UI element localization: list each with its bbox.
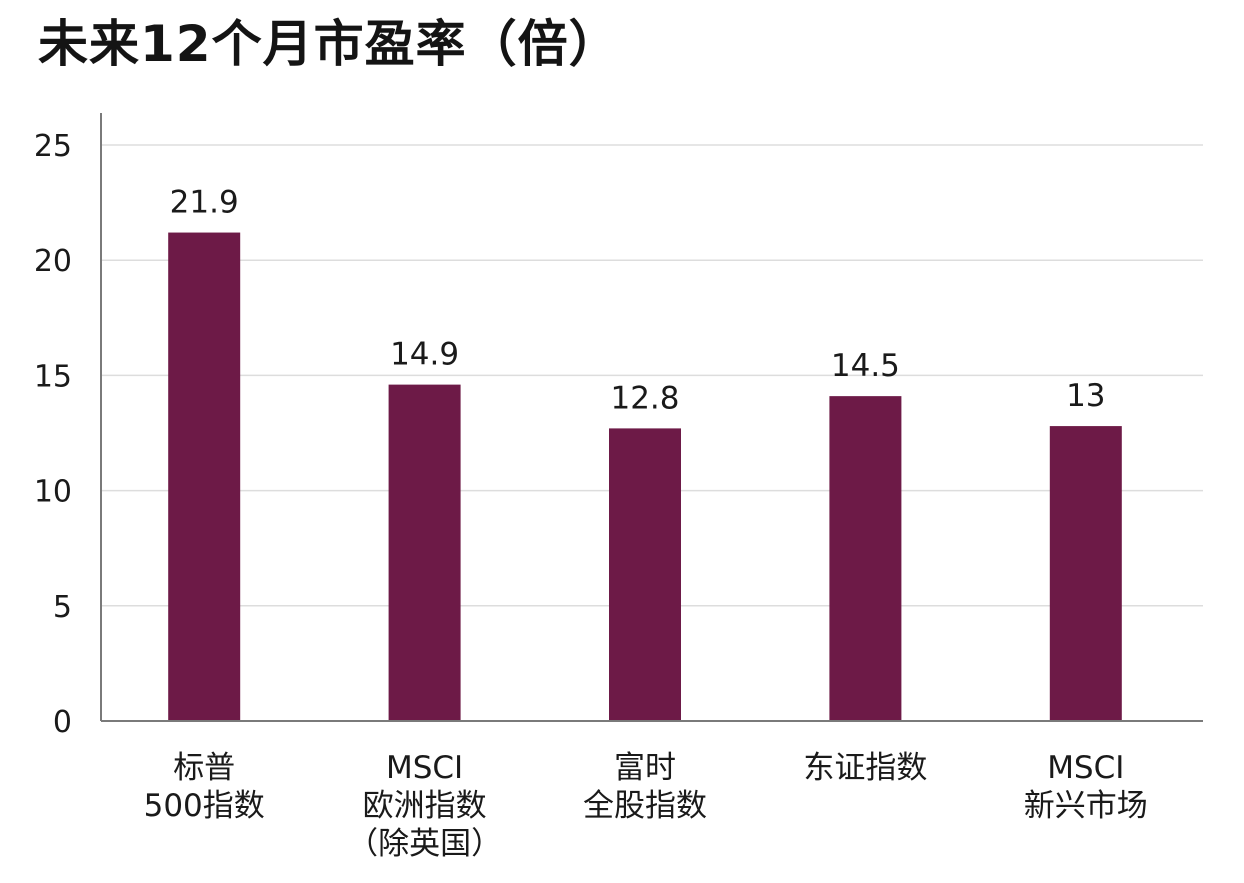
y-tick-label: 20: [34, 244, 72, 279]
x-tick-label: MSCI: [386, 750, 463, 786]
bar: [168, 232, 241, 721]
x-tick-label: 500指数: [144, 788, 265, 824]
data-label: 12.8: [610, 380, 679, 416]
bar: [829, 396, 902, 721]
value-labels: 21.9 14.9 12.8 14.5 13: [170, 185, 1106, 417]
data-label: 21.9: [170, 185, 239, 221]
y-tick-label: 25: [34, 129, 72, 164]
bar: [609, 428, 681, 721]
data-label: 14.9: [390, 337, 459, 373]
bar: [388, 384, 461, 721]
bar: [1049, 426, 1122, 721]
x-tick-label: 全股指数: [583, 788, 707, 824]
y-tick-label: 15: [34, 359, 72, 394]
axes: [100, 113, 1203, 722]
x-tick-label: 新兴市场: [1024, 788, 1148, 824]
y-tick-label: 5: [53, 590, 72, 625]
x-tick-label: （除英国）: [347, 826, 502, 862]
data-label: 13: [1066, 378, 1105, 414]
x-tick-label: 欧洲指数: [363, 788, 487, 824]
data-label: 14.5: [831, 348, 900, 384]
bars: [168, 232, 1122, 721]
x-tick-label: 富时: [614, 750, 676, 786]
chart-title: 未来12个月市盈率（倍）: [38, 15, 620, 73]
y-tick-label: 10: [34, 475, 72, 510]
y-tick-label: 0: [53, 705, 72, 740]
x-tick-label: 东证指数: [803, 750, 927, 786]
x-tick-label: MSCI: [1047, 750, 1124, 786]
y-axis-ticks: 0 5 10 15 20 25: [34, 129, 72, 740]
x-tick-label: 标普: [173, 750, 235, 786]
